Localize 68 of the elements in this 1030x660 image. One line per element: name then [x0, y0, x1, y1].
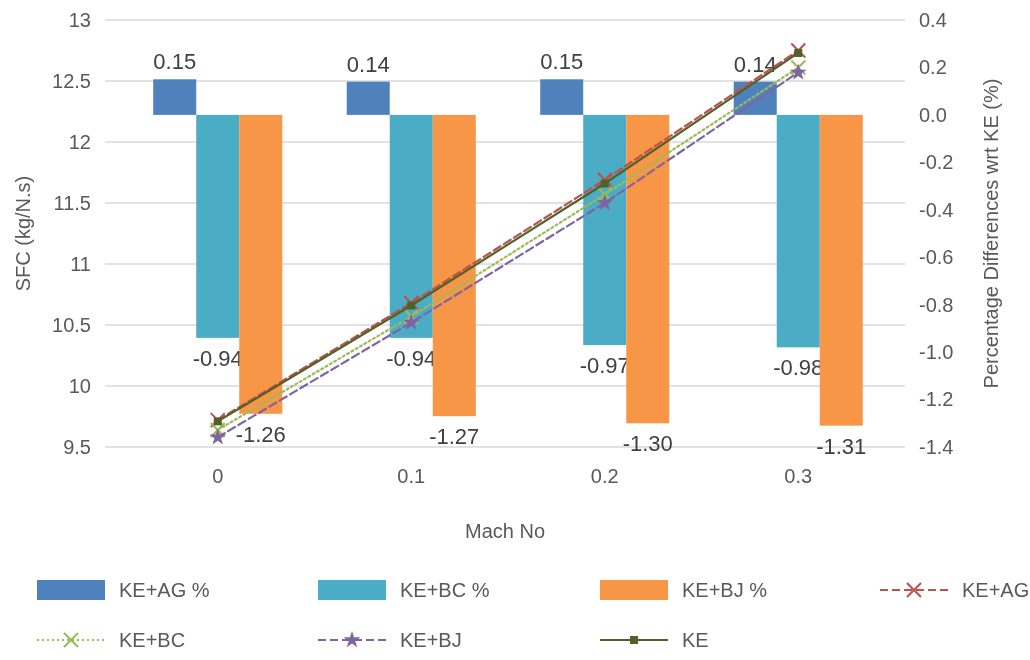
y2-tick-label: -1.0 — [919, 341, 954, 364]
y-tick-label: 12.5 — [52, 69, 91, 92]
y2-tick-label: 0.0 — [919, 103, 947, 126]
bar — [540, 79, 584, 115]
y2-tick-label: -1.4 — [919, 435, 954, 458]
point — [403, 308, 420, 325]
point — [209, 421, 226, 438]
y-tick-label: 10 — [68, 374, 91, 397]
data-label: 0.15 — [153, 49, 197, 75]
y2-tick-label: 0.4 — [919, 8, 947, 31]
bar — [819, 114, 863, 426]
data-label: -0.94 — [386, 345, 437, 371]
point — [209, 428, 227, 445]
point — [789, 63, 807, 80]
y-tick-label: 12 — [68, 130, 91, 153]
point — [402, 313, 420, 330]
bar — [196, 114, 240, 338]
bar — [583, 114, 627, 345]
y-tick-label: 11 — [70, 252, 91, 275]
y-tick-label: 9.5 — [63, 435, 91, 458]
y2-axis-title: Percentage Differences wrt KE (%) — [980, 78, 1002, 389]
point — [213, 417, 222, 426]
bar — [389, 114, 433, 338]
data-label: 0.14 — [346, 51, 390, 77]
data-label: 0.15 — [540, 49, 584, 75]
point — [403, 295, 420, 312]
point — [794, 48, 803, 57]
point — [596, 194, 614, 211]
y2-tick-label: -0.8 — [919, 293, 954, 316]
point — [407, 301, 416, 310]
data-label: 0.14 — [733, 51, 777, 77]
bar — [626, 114, 670, 424]
y2-tick-label: 0.2 — [919, 56, 947, 79]
x-tick-label: 0 — [212, 465, 224, 488]
point — [790, 59, 807, 76]
legend-label: KE+BJ — [400, 629, 462, 651]
y-tick-label: 10.5 — [52, 313, 91, 336]
point — [209, 412, 226, 429]
legend-label: KE — [682, 629, 709, 651]
x-tick-label: 0.3 — [784, 465, 813, 488]
y-tick-label: 11.5 — [53, 191, 91, 214]
bar — [153, 79, 197, 115]
bar — [776, 114, 820, 348]
data-label: -1.30 — [622, 431, 673, 457]
data-label: -1.27 — [429, 424, 480, 450]
x-tick-label: 0.2 — [590, 465, 619, 488]
legend-label: KE+AG — [962, 579, 1030, 601]
point — [596, 171, 613, 188]
data-label: -1.31 — [816, 433, 867, 459]
legend-label: KE+BC % — [400, 579, 490, 601]
point — [600, 179, 609, 188]
point — [790, 42, 807, 59]
y2-tick-label: -0.4 — [919, 198, 954, 221]
x-tick-label: 0.1 — [397, 465, 426, 488]
y2-tick-label: -0.6 — [919, 246, 954, 269]
bar — [239, 114, 283, 414]
bar — [432, 114, 476, 417]
y2-tick-label: -0.2 — [919, 151, 954, 174]
point — [596, 186, 613, 203]
y-tick-label: 13 — [68, 8, 91, 31]
legend-label: KE+BC — [119, 629, 186, 651]
y-axis-title: SFC (kg/N.s) — [12, 175, 34, 292]
bar — [346, 81, 390, 115]
x-axis-title: Mach No — [464, 520, 546, 542]
y2-tick-label: -1.2 — [919, 388, 954, 411]
legend-label: KE+AG % — [119, 579, 210, 601]
legend-label: KE+BJ % — [682, 579, 768, 601]
data-label: -1.26 — [235, 421, 286, 447]
